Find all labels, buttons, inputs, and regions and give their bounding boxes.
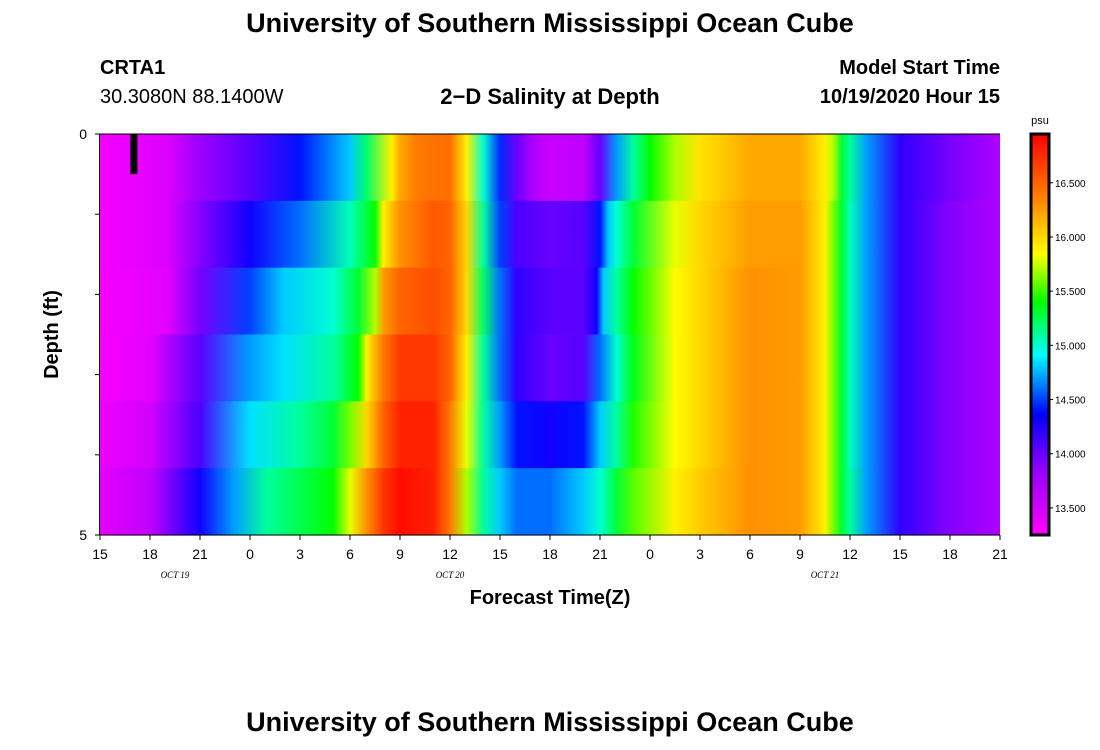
x-tick-label: 18 [942,546,958,562]
heatmap-row-depth-2 [100,267,1000,336]
y-axis-title: Depth (ft) [41,290,63,379]
colorbar-tick-label: 15.500 [1055,287,1086,298]
date-label: OCT 20 [436,570,465,580]
axis-layer [95,133,1001,540]
station-coordinates: 30.3080N 88.1400W [100,86,284,108]
heatmap-rows [100,134,1000,536]
x-tick-label: 21 [592,546,608,562]
x-tick-label: 3 [696,546,704,562]
colorbar-unit: psu [1031,115,1049,127]
y-tick-label: 5 [79,527,87,543]
x-tick-label: 15 [892,546,908,562]
x-tick-label: 18 [142,546,158,562]
x-tick-label: 12 [842,546,858,562]
x-tick-label: 21 [992,546,1008,562]
y-tick-label: 0 [79,126,87,142]
colorbar-tick-label: 15.000 [1055,341,1086,352]
x-tick-label: 0 [646,546,654,562]
colorbar: 13.500 14.000 14.500 15.000 15.500 16.000 16.5… [1029,115,1086,537]
x-axis-title: Forecast Time(Z) [470,587,631,609]
station-id: CRTA1 [100,57,166,79]
x-tick-label: 3 [296,546,304,562]
colorbar-tick-label: 16.000 [1055,233,1086,244]
colorbar-tick-label: 14.500 [1055,396,1086,407]
x-tick-label: 6 [346,546,354,562]
x-tick-label: 6 [746,546,754,562]
heatmap-row-depth-4 [100,401,1000,469]
x-tick-label: 15 [492,546,508,562]
x-tick-label: 0 [246,546,254,562]
colorbar-tick-label: 13.500 [1055,504,1086,515]
heatmap-row-depth-0 [100,134,1000,202]
x-tick-label: 21 [192,546,208,562]
initial-time-marker [130,134,138,175]
chart-title: 2−D Salinity at Depth [440,84,660,109]
page-title-bottom: University of Southern Mississippi Ocean… [246,707,854,737]
x-tick-label: 18 [542,546,558,562]
colorbar-tick-label: 14.000 [1055,450,1086,461]
colorbar-tick-label: 16.500 [1055,179,1086,190]
x-tick-label: 9 [396,546,404,562]
date-label: OCT 19 [161,570,190,580]
model-start-value: 10/19/2020 Hour 15 [819,86,1000,108]
colorbar-scale [1029,132,1051,537]
heatmap-row-depth-1 [100,200,1000,269]
initial-time-marker-layer [130,134,138,175]
model-start-label: Model Start Time [839,57,1000,79]
x-tick-label: 12 [442,546,458,562]
date-label: OCT 21 [811,570,840,580]
x-tick-label: 9 [796,546,804,562]
x-tick-label: 15 [92,546,108,562]
page-title-top: University of Southern Mississippi Ocean… [246,8,854,38]
heatmap-row-depth-3 [100,334,1000,402]
heatmap-row-depth-5 [100,468,1000,536]
